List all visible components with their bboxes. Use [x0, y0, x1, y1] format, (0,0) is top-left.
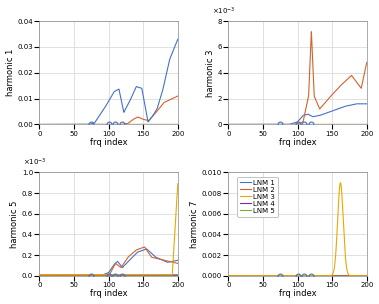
LNM 2	[365, 274, 369, 278]
LNM 2	[353, 274, 358, 278]
LNM 2	[284, 274, 289, 278]
LNM 2	[327, 274, 331, 278]
LNM 5	[327, 274, 331, 278]
X-axis label: frq index: frq index	[90, 138, 127, 147]
LNM 5	[226, 274, 230, 278]
Text: $\times 10^{-3}$: $\times 10^{-3}$	[23, 157, 46, 168]
LNM 3	[285, 274, 290, 278]
LNM 4	[360, 274, 365, 278]
Text: $\times 10^{-3}$: $\times 10^{-3}$	[212, 6, 235, 17]
LNM 2	[360, 274, 365, 278]
LNM 4	[284, 274, 289, 278]
Y-axis label: harmonic 7: harmonic 7	[190, 200, 199, 248]
LNM 3	[353, 274, 358, 278]
LNM 3	[365, 274, 369, 278]
LNM 3	[226, 274, 230, 278]
LNM 1	[353, 274, 358, 278]
LNM 2	[285, 274, 290, 278]
LNM 4	[285, 274, 290, 278]
X-axis label: frq index: frq index	[279, 289, 316, 299]
Y-axis label: harmonic 1: harmonic 1	[6, 49, 14, 96]
LNM 4	[327, 274, 331, 278]
Line: LNM 3: LNM 3	[228, 183, 367, 276]
LNM 1	[365, 274, 369, 278]
Legend: LNM 1, LNM 2, LNM 3, LNM 4, LNM 5: LNM 1, LNM 2, LNM 3, LNM 4, LNM 5	[237, 177, 278, 217]
LNM 5	[284, 274, 289, 278]
LNM 1	[327, 274, 331, 278]
LNM 5	[353, 274, 358, 278]
LNM 3	[284, 274, 289, 278]
Y-axis label: harmonic 5: harmonic 5	[10, 200, 19, 248]
LNM 2	[292, 274, 296, 278]
LNM 3	[360, 274, 365, 278]
LNM 2	[226, 274, 230, 278]
LNM 5	[285, 274, 290, 278]
LNM 1	[226, 274, 230, 278]
LNM 3	[338, 181, 343, 185]
LNM 4	[365, 274, 369, 278]
X-axis label: frq index: frq index	[279, 138, 316, 147]
LNM 3	[292, 274, 296, 278]
LNM 5	[365, 274, 369, 278]
LNM 5	[292, 274, 296, 278]
LNM 1	[284, 274, 289, 278]
Y-axis label: harmonic 3: harmonic 3	[206, 49, 215, 97]
LNM 4	[353, 274, 358, 278]
LNM 3	[327, 274, 331, 278]
LNM 1	[285, 274, 290, 278]
X-axis label: frq index: frq index	[90, 289, 127, 299]
LNM 4	[226, 274, 230, 278]
LNM 1	[292, 274, 296, 278]
LNM 4	[292, 274, 296, 278]
LNM 1	[360, 274, 365, 278]
LNM 5	[360, 274, 365, 278]
